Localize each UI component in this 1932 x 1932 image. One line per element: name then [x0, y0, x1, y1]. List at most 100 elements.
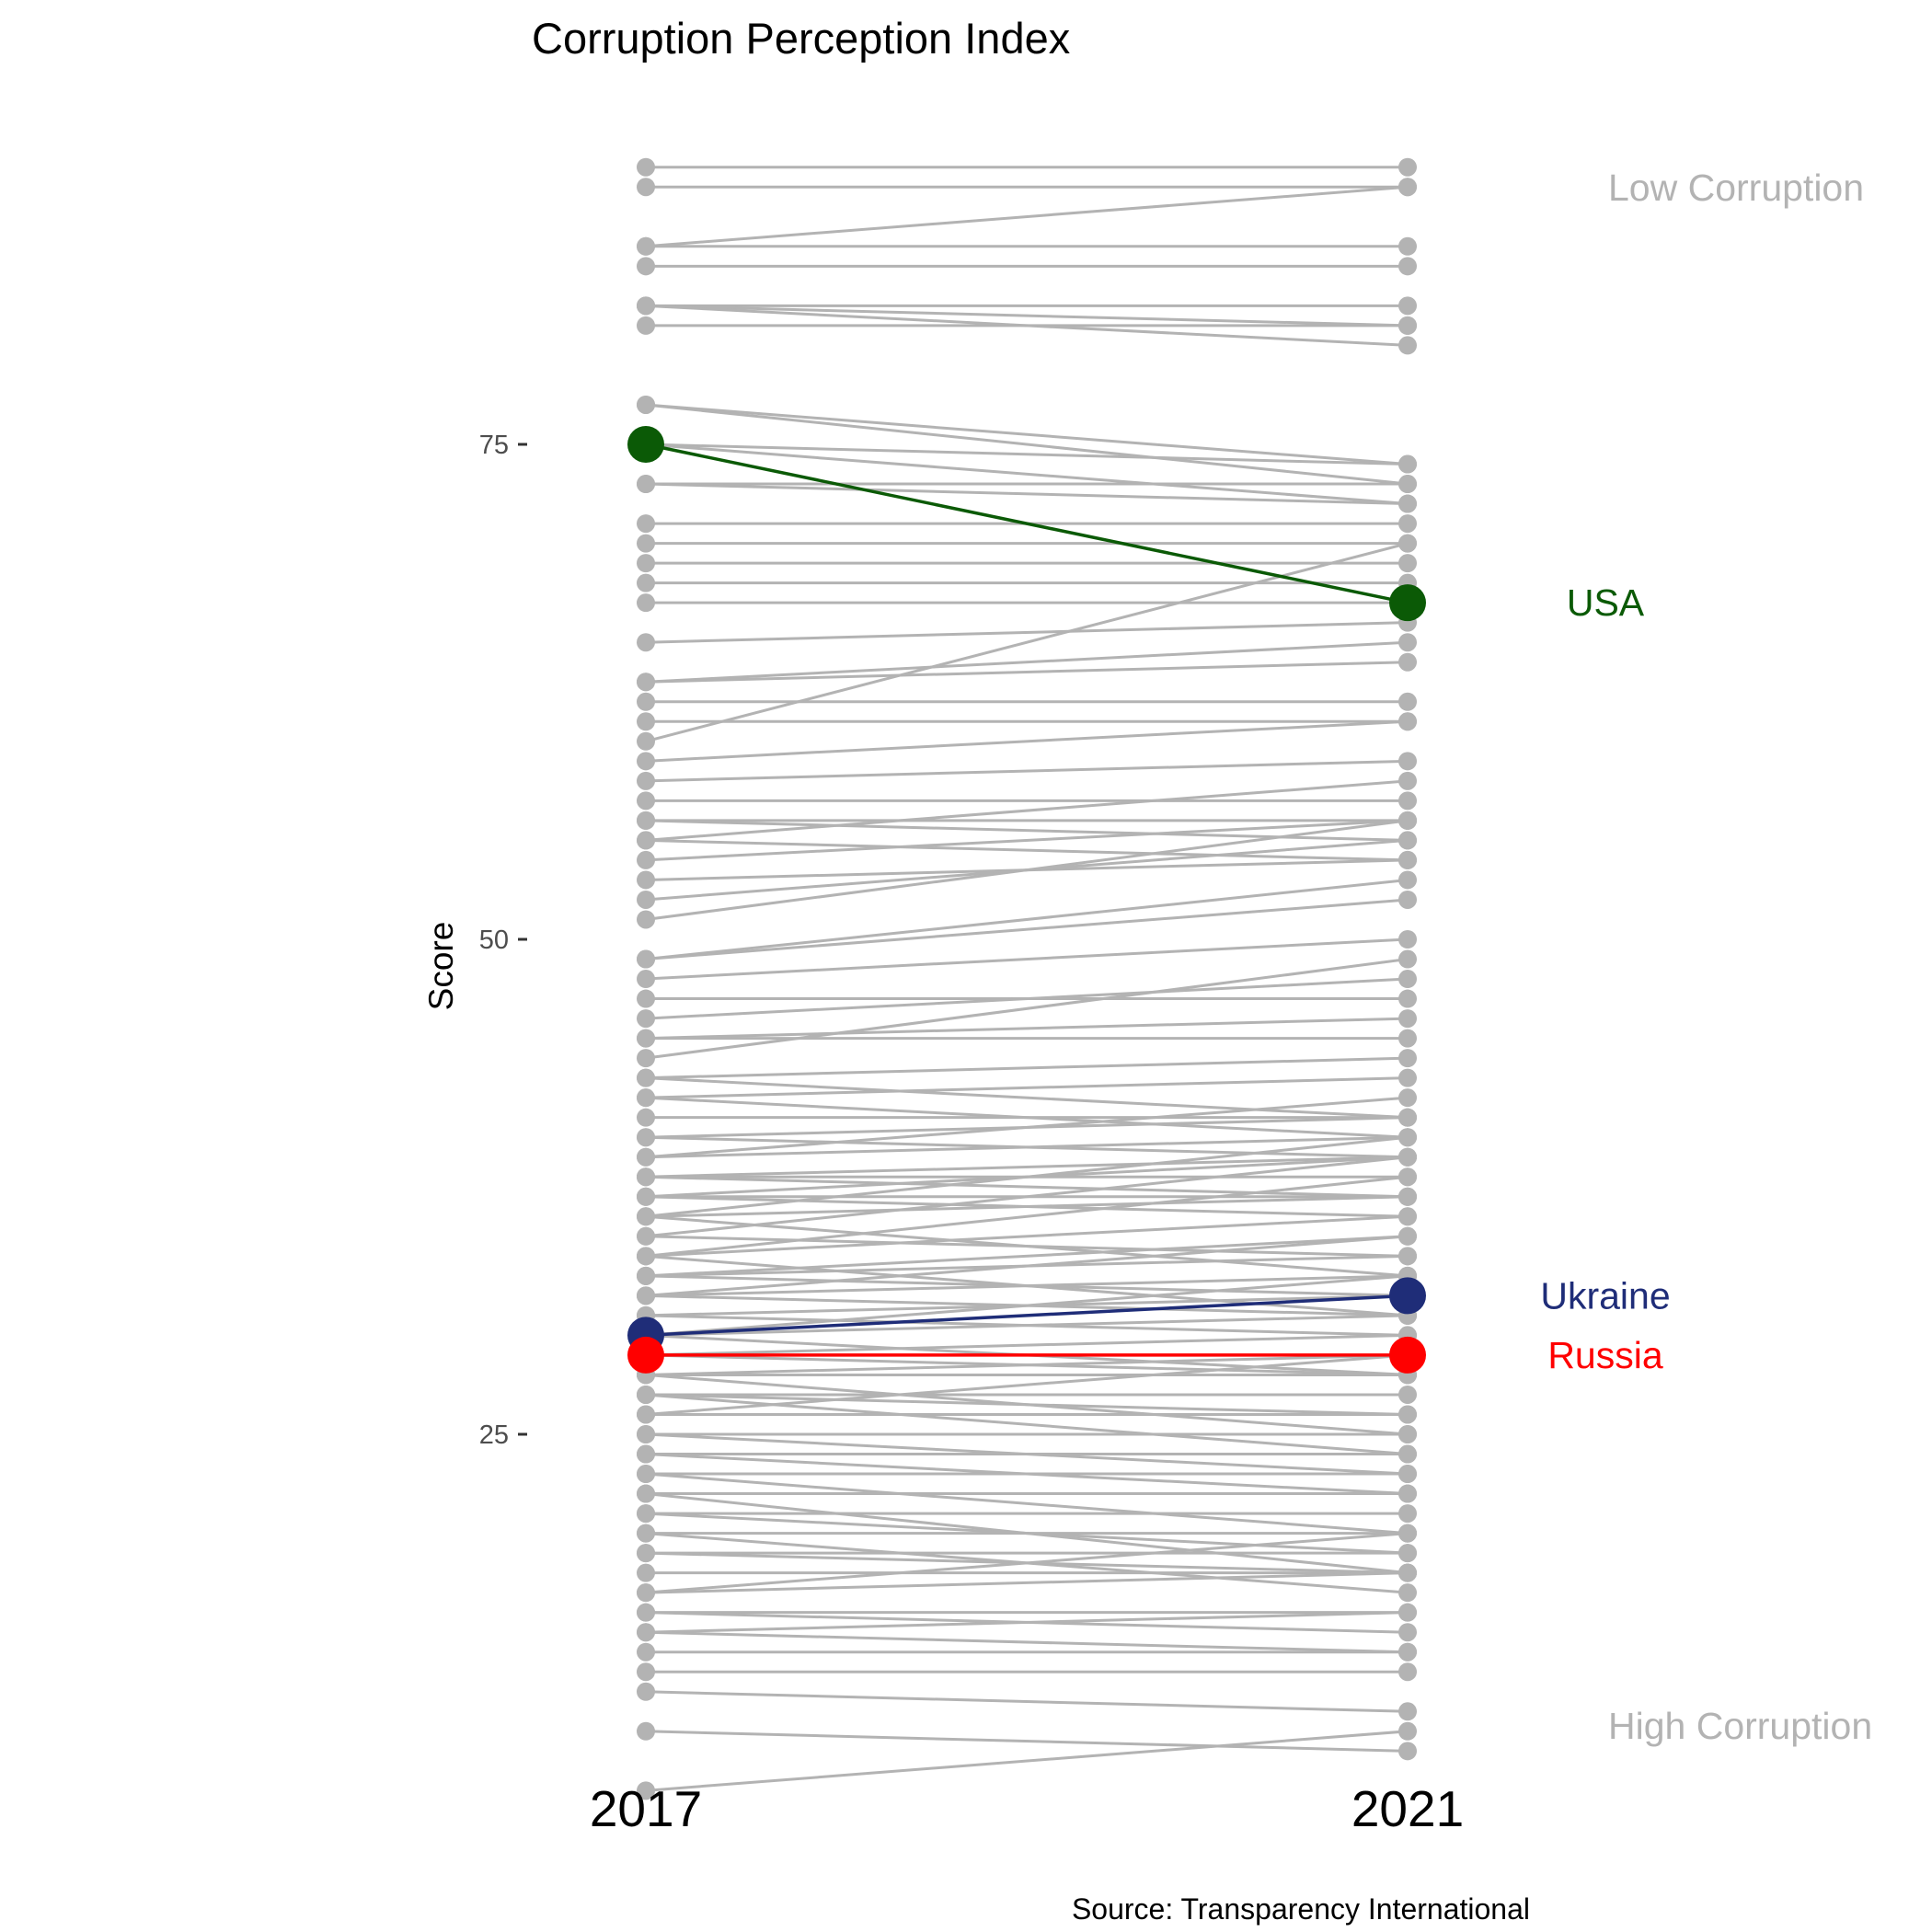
background-country-series [637, 1385, 1417, 1404]
background-country-series [637, 157, 1417, 177]
background-point-2017 [637, 1444, 655, 1464]
background-point-2021 [1398, 633, 1417, 652]
background-slope-line [645, 1274, 1409, 1297]
background-point-2017 [637, 1247, 655, 1266]
y-axis: 25 50 75 [479, 431, 527, 1450]
background-point-2017 [637, 633, 655, 652]
background-country-series [637, 178, 1417, 197]
background-point-2017 [637, 771, 655, 790]
background-point-2017 [637, 475, 655, 494]
background-slope-line [645, 1017, 1409, 1041]
background-point-2021 [1398, 1544, 1417, 1563]
background-point-2021 [1398, 1405, 1417, 1424]
background-slope-line [645, 937, 1409, 981]
background-point-2021 [1398, 1662, 1417, 1682]
background-slope-line [645, 977, 1409, 1020]
background-slope-line [645, 878, 1409, 961]
background-point-2021 [1398, 1029, 1417, 1048]
background-slope-line [645, 1175, 1409, 1199]
background-point-2017 [637, 1504, 655, 1524]
russia-point-2021 [1389, 1336, 1426, 1374]
background-point-2021 [1398, 554, 1417, 573]
background-point-2021 [1398, 989, 1417, 1008]
background-point-2017 [637, 1642, 655, 1662]
background-country-series [637, 554, 1417, 573]
background-point-2021 [1398, 1623, 1417, 1642]
usa-point-2021 [1389, 584, 1426, 622]
chart-title: Corruption Perception Index [532, 14, 1070, 63]
background-slope-line [645, 542, 1409, 743]
background-country-series [637, 395, 1417, 494]
usa-slope-line [645, 443, 1409, 604]
background-country-series [637, 613, 1417, 652]
background-slope-line [645, 1333, 1409, 1357]
background-point-2021 [1398, 1583, 1417, 1603]
background-point-2021 [1398, 257, 1417, 276]
background-slope-line [645, 1235, 1409, 1278]
background-point-2017 [637, 1484, 655, 1503]
background-point-2021 [1398, 1444, 1417, 1464]
background-slope-line [645, 779, 1409, 842]
background-point-2017 [637, 1603, 655, 1622]
background-slope-line [645, 1214, 1409, 1258]
background-point-2021 [1398, 534, 1417, 553]
background-point-2021 [1398, 514, 1417, 534]
background-point-2021 [1398, 316, 1417, 335]
background-point-2017 [637, 1088, 655, 1108]
background-country-series [637, 1187, 1417, 1226]
background-point-2017 [637, 673, 655, 692]
background-point-2021 [1398, 970, 1417, 989]
background-point-2021 [1398, 850, 1417, 869]
background-slope-line [645, 640, 1409, 684]
background-slope-line [645, 1096, 1409, 1159]
background-point-2021 [1398, 831, 1417, 850]
source-caption: Source: Transparency International [1072, 1892, 1530, 1926]
background-series-group [637, 157, 1417, 1800]
background-point-2017 [637, 257, 655, 276]
background-country-series [637, 1524, 1417, 1543]
background-point-2021 [1398, 1385, 1417, 1404]
background-point-2017 [637, 1682, 655, 1701]
background-point-2017 [637, 1544, 655, 1563]
background-slope-line [645, 1135, 1409, 1218]
background-country-series [637, 296, 1417, 335]
background-country-series [637, 1642, 1417, 1662]
background-point-2017 [637, 296, 655, 316]
background-country-series [637, 534, 1417, 553]
background-country-series [637, 811, 1417, 929]
background-slope-line [645, 1056, 1409, 1080]
background-point-2021 [1398, 811, 1417, 830]
background-country-series [637, 890, 1417, 969]
background-point-2017 [637, 534, 655, 553]
background-point-2017 [637, 870, 655, 890]
ukraine-label: Ukraine [1540, 1274, 1670, 1317]
background-point-2017 [637, 157, 655, 177]
background-point-2021 [1398, 1167, 1417, 1187]
background-point-2017 [637, 1009, 655, 1029]
background-slope-line [645, 1472, 1409, 1535]
background-point-2021 [1398, 1504, 1417, 1524]
background-slope-line [645, 1730, 1409, 1792]
low-corruption-annotation: Low Corruption [1608, 167, 1864, 209]
background-point-2017 [637, 1226, 655, 1246]
background-slope-line [645, 1611, 1409, 1634]
background-slope-line [645, 1195, 1409, 1218]
background-point-2021 [1398, 1465, 1417, 1484]
background-point-2021 [1398, 454, 1417, 474]
background-slope-line [645, 838, 1409, 862]
background-point-2017 [637, 1721, 655, 1741]
background-point-2021 [1398, 1088, 1417, 1108]
background-point-2021 [1398, 475, 1417, 494]
background-point-2021 [1398, 1742, 1417, 1761]
background-point-2017 [637, 1108, 655, 1127]
background-point-2017 [637, 1049, 655, 1068]
background-point-2021 [1398, 791, 1417, 811]
background-point-2021 [1398, 1484, 1417, 1503]
background-slope-line [645, 443, 1409, 506]
background-point-2017 [637, 970, 655, 989]
background-country-series [637, 930, 1417, 989]
background-point-2017 [637, 949, 655, 969]
background-slope-line [645, 621, 1409, 644]
background-point-2017 [637, 1425, 655, 1443]
x-axis: 2017 2021 [590, 1780, 1464, 1837]
